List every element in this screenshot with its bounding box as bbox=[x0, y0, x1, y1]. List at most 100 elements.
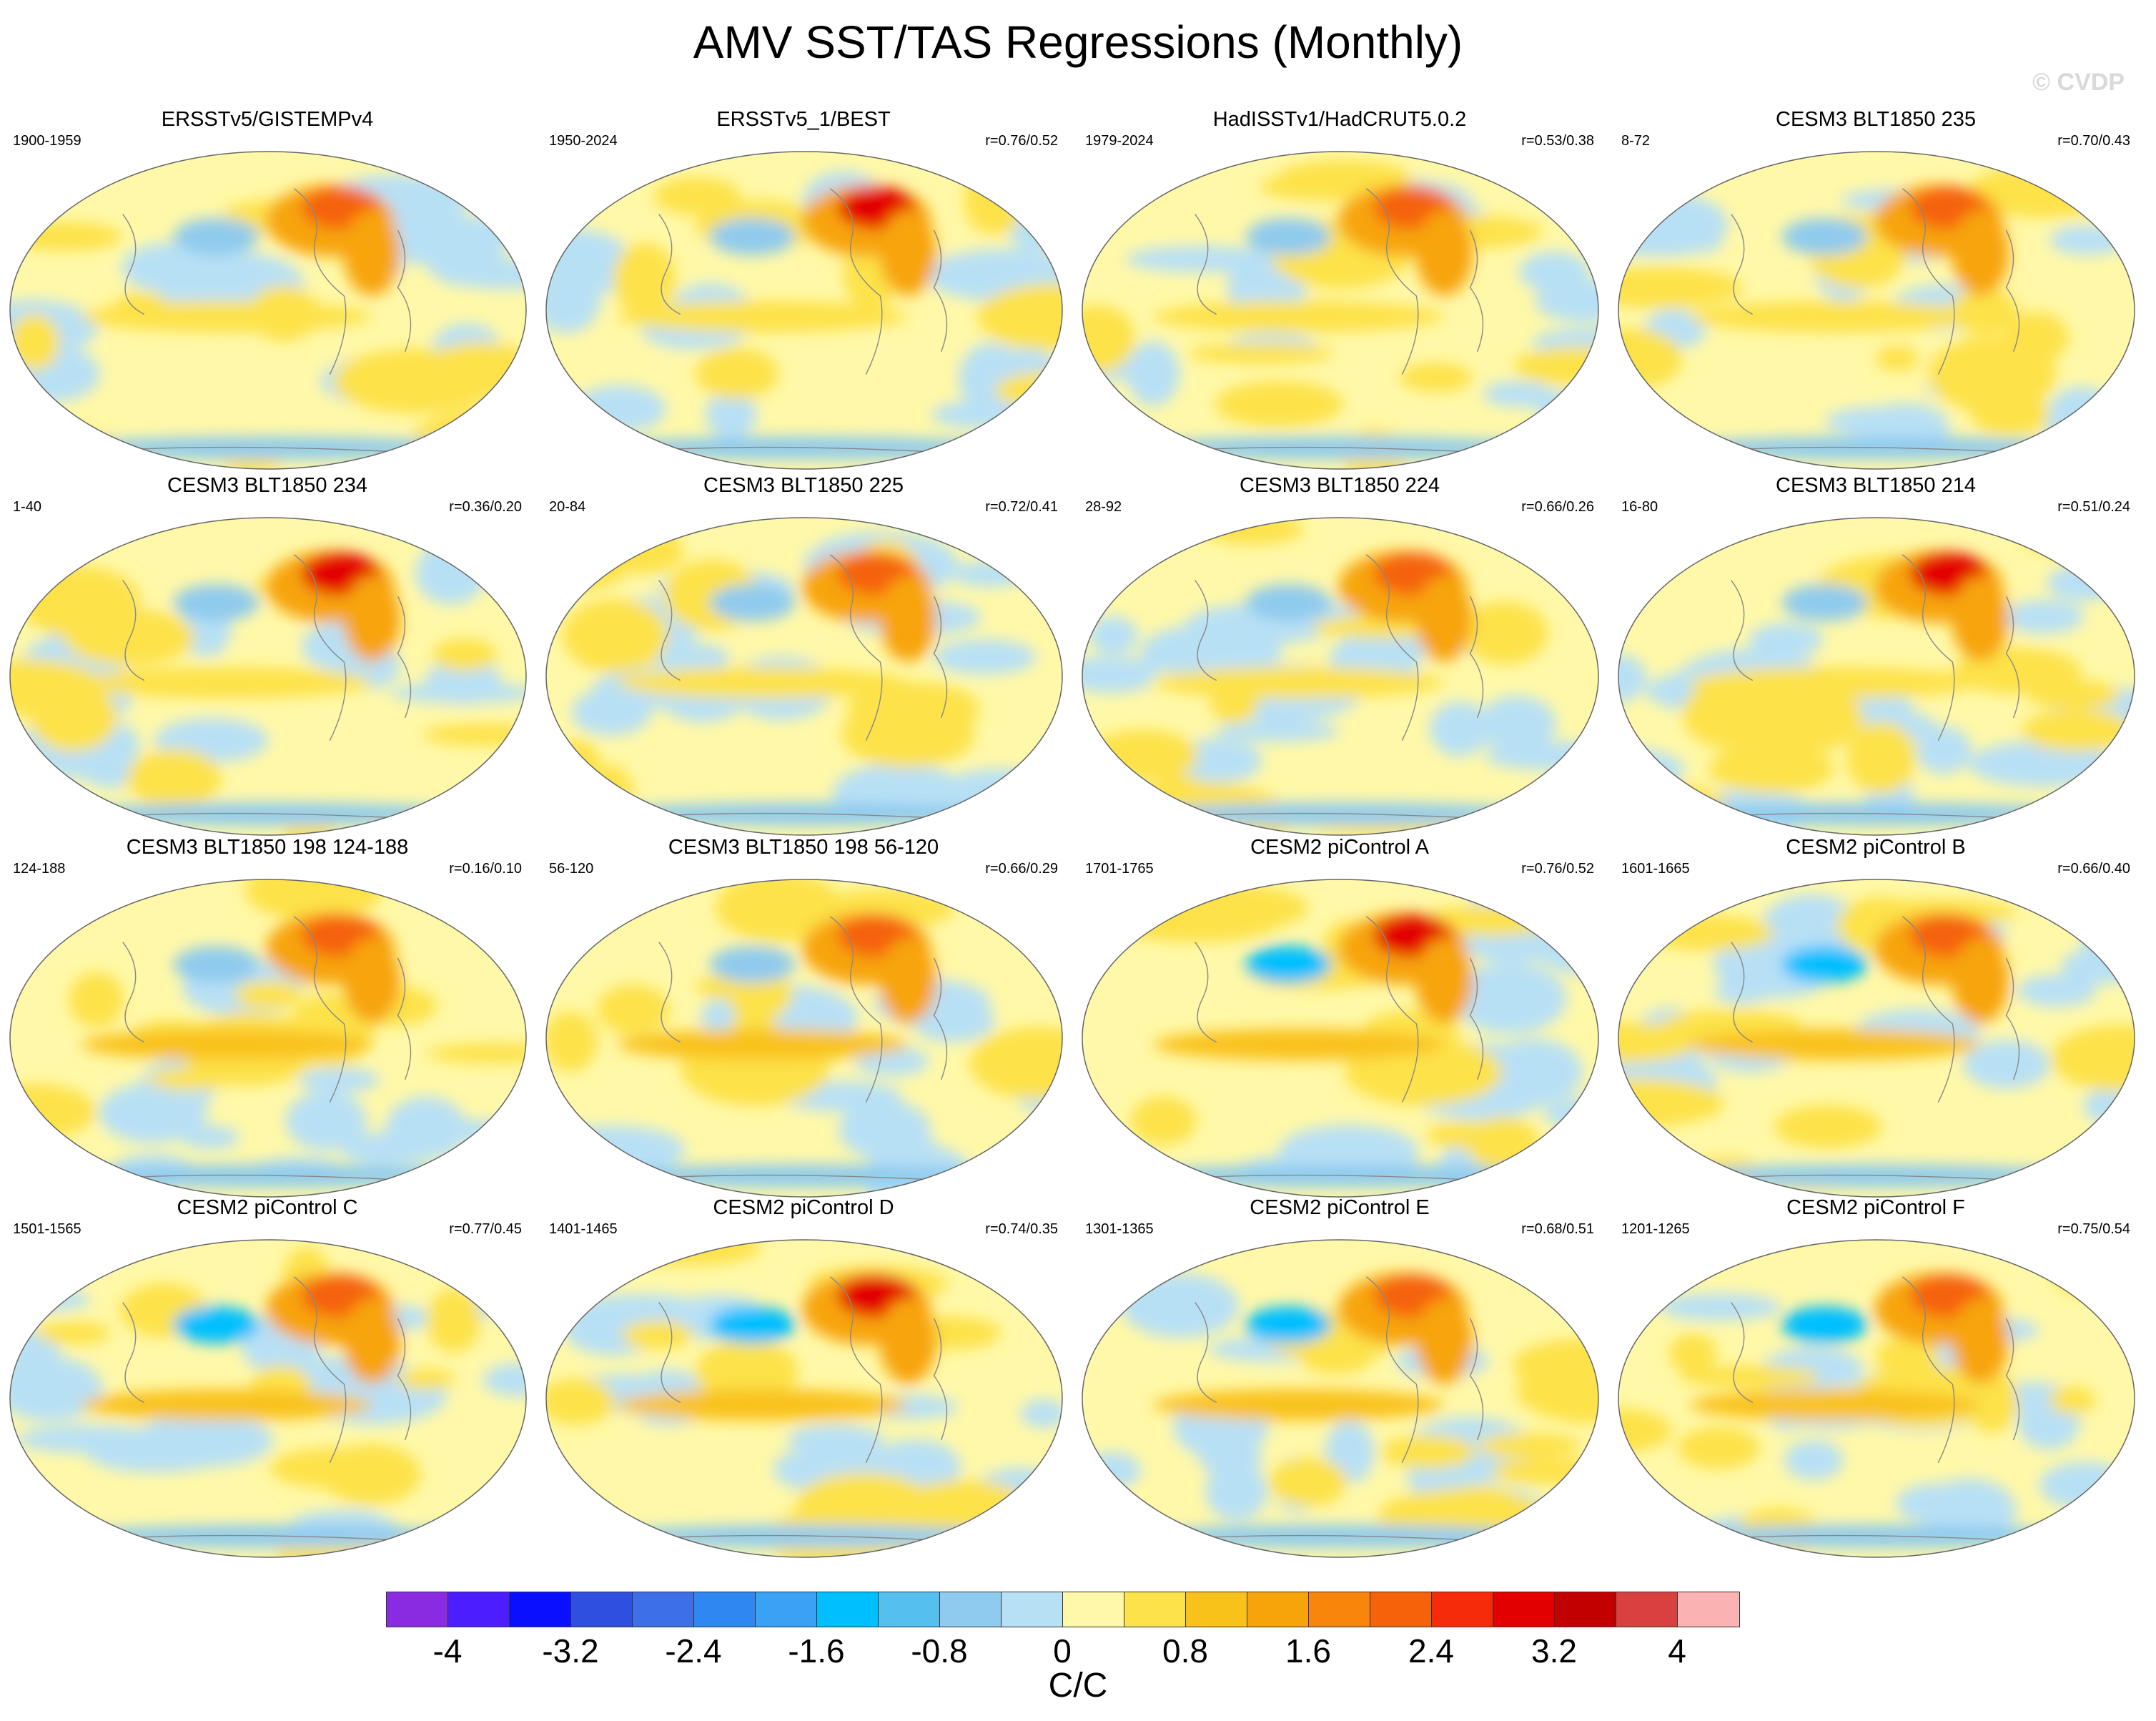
panel-title: CESM2 piControl E bbox=[1250, 1196, 1430, 1219]
panel-title: CESM2 piControl C bbox=[177, 1196, 358, 1219]
panel-correlation: r=0.77/0.45 bbox=[449, 1221, 522, 1237]
colorbar-swatch bbox=[1678, 1592, 1739, 1627]
panel-years: 1401-1465 bbox=[549, 1221, 618, 1237]
colorbar-swatch bbox=[756, 1592, 817, 1627]
panel-title: CESM3 BLT1850 198 56-120 bbox=[668, 836, 939, 859]
panel-title: CESM3 BLT1850 225 bbox=[703, 474, 904, 497]
colorbar-tick-label: 0 bbox=[1053, 1632, 1072, 1670]
colorbar-tick-label: -2.4 bbox=[665, 1632, 722, 1670]
figure-title: AMV SST/TAS Regressions (Monthly) bbox=[693, 16, 1463, 68]
panel-years: 28-92 bbox=[1085, 499, 1122, 515]
colorbar-swatch bbox=[1309, 1592, 1370, 1627]
colorbar-swatch bbox=[940, 1592, 1002, 1627]
panel-correlation: r=0.74/0.35 bbox=[985, 1221, 1058, 1237]
colorbar-units: C/C bbox=[1048, 1667, 1108, 1705]
colorbar-swatch bbox=[1616, 1592, 1678, 1627]
panel-years: 1501-1565 bbox=[13, 1221, 81, 1237]
panel-correlation: r=0.75/0.54 bbox=[2057, 1221, 2130, 1237]
regression-map bbox=[545, 879, 1063, 1198]
panel-correlation: r=0.16/0.10 bbox=[449, 861, 522, 877]
map-panel: CESM3 BLT1850 235 8-72 r=0.70/0.43 bbox=[1611, 106, 2140, 470]
regression-map bbox=[1618, 1239, 2135, 1558]
regression-map bbox=[1618, 879, 2135, 1198]
panel-title: CESM3 BLT1850 235 bbox=[1776, 108, 1976, 131]
regression-map bbox=[545, 1239, 1063, 1558]
regression-map bbox=[1082, 879, 1599, 1198]
regression-map bbox=[9, 517, 527, 836]
colorbar-swatch bbox=[448, 1592, 510, 1627]
map-panel: HadISSTv1/HadCRUT5.0.2 1979-2024 r=0.53/0.… bbox=[1075, 106, 1604, 470]
colorbar-tick-label: 0.8 bbox=[1162, 1632, 1208, 1670]
colorbar-swatch bbox=[633, 1592, 694, 1627]
panel-years: 1900-1959 bbox=[13, 133, 81, 149]
map-panel: CESM3 BLT1850 225 20-84 r=0.72/0.41 bbox=[539, 472, 1068, 836]
panel-title: ERSSTv5/GISTEMPv4 bbox=[161, 108, 374, 131]
colorbar-swatch bbox=[1555, 1592, 1616, 1627]
regression-map bbox=[1082, 517, 1599, 836]
panel-correlation: r=0.66/0.29 bbox=[985, 861, 1058, 877]
regression-map bbox=[9, 151, 527, 470]
colorbar-swatch bbox=[817, 1592, 879, 1627]
panel-years: 124-188 bbox=[13, 861, 66, 877]
panel-correlation: r=0.70/0.43 bbox=[2057, 133, 2130, 149]
colorbar-tick-label: 4 bbox=[1668, 1632, 1686, 1670]
panel-years: 1979-2024 bbox=[1085, 133, 1154, 149]
regression-map bbox=[9, 1239, 527, 1558]
map-panel: CESM3 BLT1850 198 56-120 56-120 r=0.66/0.2… bbox=[539, 834, 1068, 1198]
panel-correlation: r=0.76/0.52 bbox=[1521, 861, 1594, 877]
panel-title: HadISSTv1/HadCRUT5.0.2 bbox=[1212, 108, 1467, 131]
regression-map bbox=[545, 517, 1063, 836]
colorbar-swatch bbox=[1124, 1592, 1186, 1627]
map-panel: CESM3 BLT1850 224 28-92 r=0.66/0.26 bbox=[1075, 472, 1604, 836]
panel-years: 1201-1265 bbox=[1621, 1221, 1690, 1237]
colorbar-tick-label: 3.2 bbox=[1531, 1632, 1577, 1670]
panel-correlation: r=0.36/0.20 bbox=[449, 499, 522, 515]
colorbar-swatch bbox=[387, 1592, 448, 1627]
panel-years: 1701-1765 bbox=[1085, 861, 1154, 877]
panel-title: CESM3 BLT1850 234 bbox=[167, 474, 367, 497]
colorbar-tick-label: -0.8 bbox=[911, 1632, 968, 1670]
colorbar-tick-label: 2.4 bbox=[1408, 1632, 1454, 1670]
panel-title: CESM3 BLT1850 198 124-188 bbox=[126, 836, 409, 859]
regression-map bbox=[1082, 1239, 1599, 1558]
colorbar-tick-label: 1.6 bbox=[1285, 1632, 1331, 1670]
panel-years: 1-40 bbox=[13, 499, 42, 515]
colorbar-swatch bbox=[1186, 1592, 1247, 1627]
panel-correlation: r=0.51/0.24 bbox=[2057, 499, 2130, 515]
panel-years: 20-84 bbox=[549, 499, 586, 515]
map-panel: CESM3 BLT1850 214 16-80 r=0.51/0.24 bbox=[1611, 472, 2140, 836]
colorbar-swatch bbox=[1370, 1592, 1432, 1627]
colorbar-swatch bbox=[571, 1592, 633, 1627]
panel-correlation: r=0.76/0.52 bbox=[985, 133, 1058, 149]
regression-map bbox=[1618, 517, 2135, 836]
map-panel: CESM2 piControl A 1701-1765 r=0.76/0.52 bbox=[1075, 834, 1604, 1198]
map-panel: ERSSTv5_1/BEST 1950-2024 r=0.76/0.52 bbox=[539, 106, 1068, 470]
panel-correlation: r=0.66/0.40 bbox=[2057, 861, 2130, 877]
panel-title: CESM2 piControl D bbox=[713, 1196, 894, 1219]
map-panel: ERSSTv5/GISTEMPv4 1900-1959 bbox=[3, 106, 532, 470]
map-panel: CESM2 piControl F 1201-1265 r=0.75/0.54 bbox=[1611, 1194, 2140, 1558]
map-panel: CESM2 piControl C 1501-1565 r=0.77/0.45 bbox=[3, 1194, 532, 1558]
map-panel: CESM2 piControl E 1301-1365 r=0.68/0.51 bbox=[1075, 1194, 1604, 1558]
regression-map bbox=[1082, 151, 1599, 470]
regression-map bbox=[9, 879, 527, 1198]
colorbar-swatch bbox=[694, 1592, 756, 1627]
colorbar bbox=[386, 1592, 1740, 1627]
panel-correlation: r=0.66/0.26 bbox=[1521, 499, 1594, 515]
panel-years: 1601-1665 bbox=[1621, 861, 1690, 877]
panel-correlation: r=0.68/0.51 bbox=[1521, 1221, 1594, 1237]
panel-years: 1950-2024 bbox=[549, 133, 618, 149]
panel-title: ERSSTv5_1/BEST bbox=[716, 108, 891, 131]
colorbar-swatch bbox=[879, 1592, 940, 1627]
panel-title: CESM2 piControl A bbox=[1250, 836, 1429, 859]
colorbar-swatch bbox=[1493, 1592, 1555, 1627]
colorbar-swatch bbox=[1002, 1592, 1063, 1627]
panel-title: CESM2 piControl B bbox=[1786, 836, 1966, 859]
panel-years: 16-80 bbox=[1621, 499, 1658, 515]
panel-title: CESM3 BLT1850 214 bbox=[1776, 474, 1976, 497]
panel-correlation: r=0.72/0.41 bbox=[985, 499, 1058, 515]
colorbar-tick-label: -1.6 bbox=[788, 1632, 845, 1670]
panel-years: 8-72 bbox=[1621, 133, 1651, 149]
map-panel: CESM3 BLT1850 234 1-40 r=0.36/0.20 bbox=[3, 472, 532, 836]
panel-title: CESM3 BLT1850 224 bbox=[1240, 474, 1440, 497]
